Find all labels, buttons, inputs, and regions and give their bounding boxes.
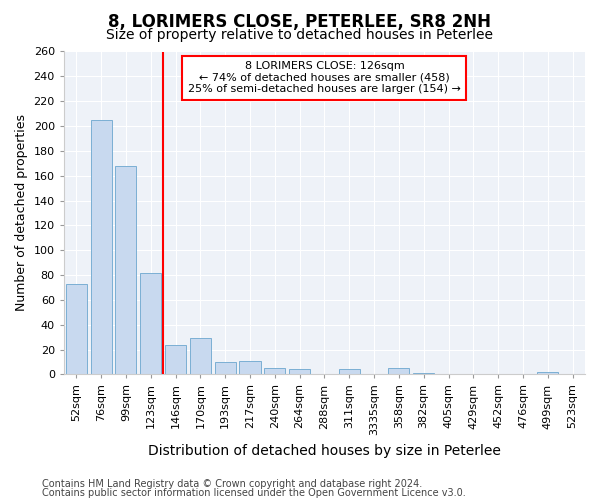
Text: Contains HM Land Registry data © Crown copyright and database right 2024.: Contains HM Land Registry data © Crown c… [42,479,422,489]
Bar [165,344,186,374]
Bar [264,368,286,374]
Y-axis label: Number of detached properties: Number of detached properties [15,114,28,312]
Bar [388,368,409,374]
Bar [289,370,310,374]
Bar [239,360,260,374]
Text: 8, LORIMERS CLOSE, PETERLEE, SR8 2NH: 8, LORIMERS CLOSE, PETERLEE, SR8 2NH [109,12,491,30]
Bar [190,338,211,374]
Bar [215,362,236,374]
X-axis label: Distribution of detached houses by size in Peterlee: Distribution of detached houses by size … [148,444,501,458]
Bar [91,120,112,374]
Text: Size of property relative to detached houses in Peterlee: Size of property relative to detached ho… [107,28,493,42]
Bar [537,372,559,374]
Bar [338,370,360,374]
Text: 8 LORIMERS CLOSE: 126sqm
← 74% of detached houses are smaller (458)
25% of semi-: 8 LORIMERS CLOSE: 126sqm ← 74% of detach… [188,61,461,94]
Text: Contains public sector information licensed under the Open Government Licence v3: Contains public sector information licen… [42,488,466,498]
Bar [115,166,136,374]
Bar [65,284,87,374]
Bar [413,373,434,374]
Bar [140,272,161,374]
